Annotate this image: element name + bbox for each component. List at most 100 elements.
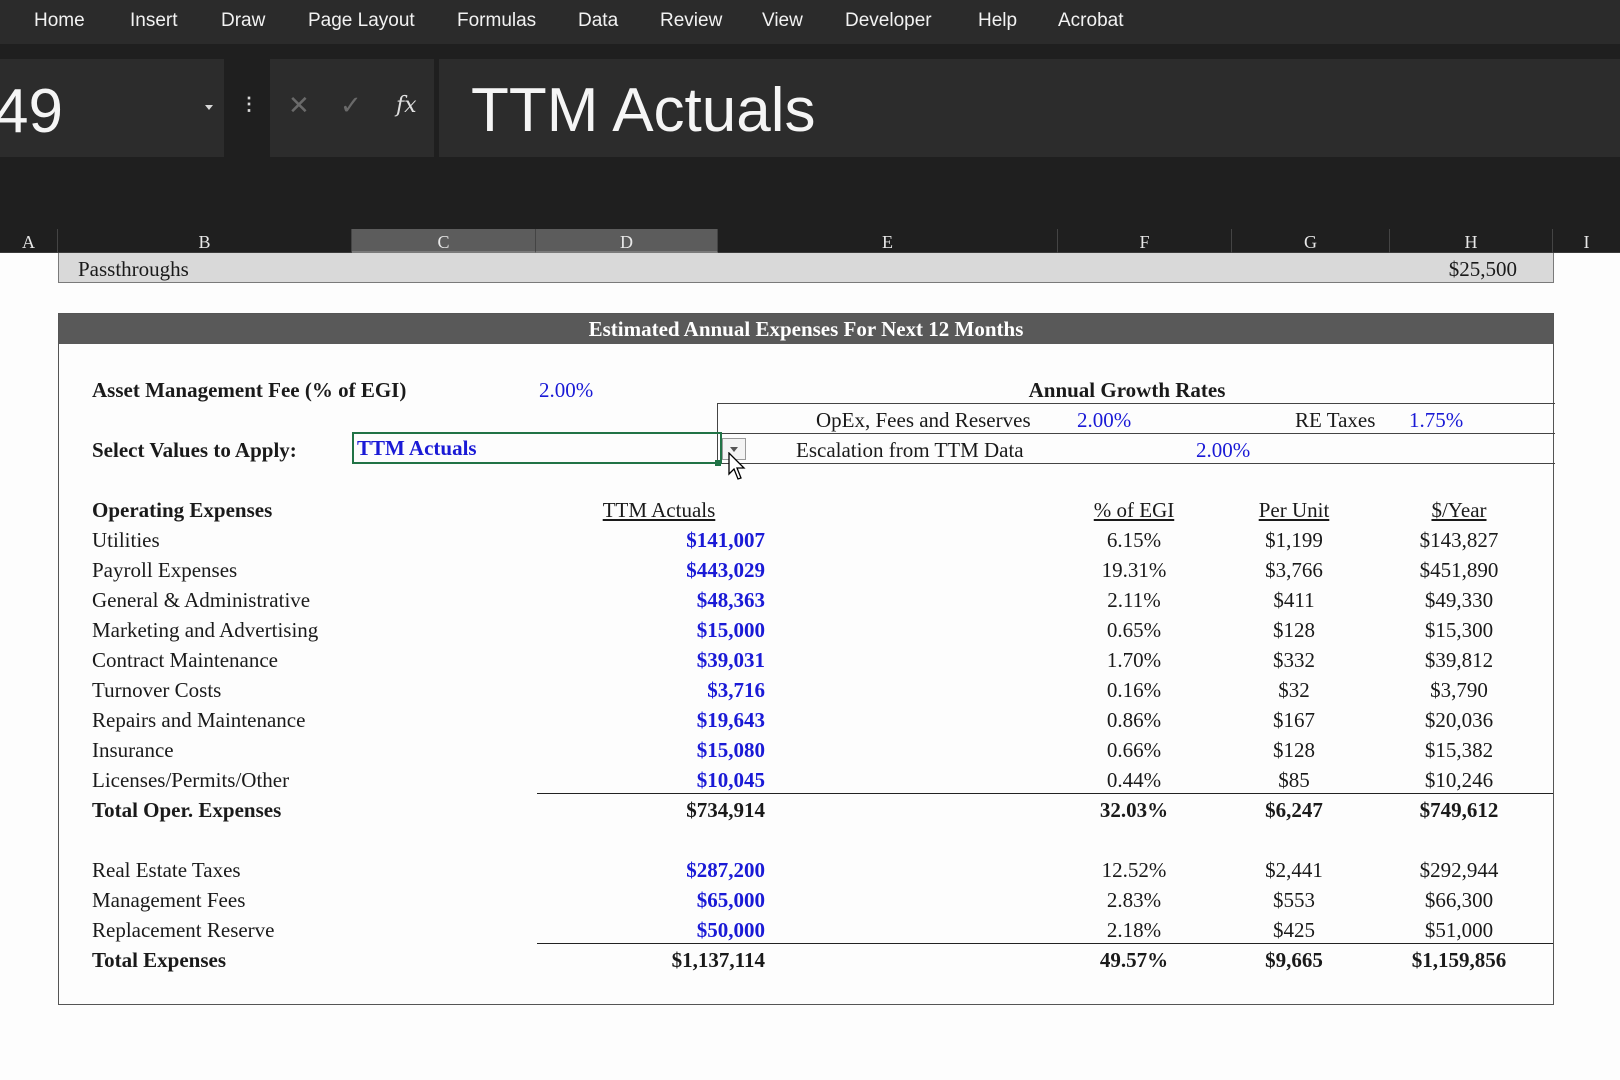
tab-draw[interactable]: Draw [221, 10, 266, 31]
chevron-down-icon[interactable] [205, 105, 213, 110]
tab-help[interactable]: Help [978, 10, 1018, 31]
tab-data[interactable]: Data [578, 10, 619, 31]
per-year-value[interactable]: $39,812 [1424, 648, 1494, 672]
per-year-value[interactable]: $143,827 [1419, 528, 1499, 552]
table-row: Marketing and Advertising $15,000 0.65% … [59, 617, 1553, 647]
total-rule [537, 943, 1553, 944]
per-unit-value[interactable]: $411 [1273, 588, 1315, 612]
row-label: Utilities [92, 528, 160, 552]
per-year-value[interactable]: $15,300 [1424, 618, 1494, 642]
ttm-value[interactable]: $141,007 [686, 528, 765, 552]
tab-review[interactable]: Review [660, 10, 723, 31]
table-row: Insurance $15,080 0.66% $128 $15,382 [59, 737, 1553, 767]
per-year-value[interactable]: $749,612 [1419, 798, 1499, 822]
asset-mgmt-value[interactable]: 2.00% [539, 378, 594, 402]
ttm-value[interactable]: $19,643 [696, 708, 765, 732]
pct-egi-value[interactable]: 19.31% [1101, 558, 1167, 582]
ttm-value[interactable]: $50,000 [696, 918, 765, 942]
ttm-value[interactable]: $734,914 [686, 798, 765, 822]
column-header-d[interactable]: D [536, 229, 718, 253]
pct-egi-value[interactable]: 49.57% [1099, 948, 1169, 972]
pct-egi-value[interactable]: 0.66% [1106, 738, 1162, 762]
ttm-value[interactable]: $15,080 [696, 738, 765, 762]
per-unit-value[interactable]: $32 [1278, 678, 1310, 702]
per-unit-value[interactable]: $128 [1273, 618, 1315, 642]
per-unit-value[interactable]: $167 [1273, 708, 1315, 732]
per-unit-value[interactable]: $9,665 [1265, 948, 1323, 972]
pct-egi-value[interactable]: 0.16% [1106, 678, 1162, 702]
tab-home[interactable]: Home [34, 10, 85, 31]
tab-insert[interactable]: Insert [130, 10, 178, 31]
per-unit-value[interactable]: $1,199 [1265, 528, 1323, 552]
retax-growth-value[interactable]: 1.75% [1409, 408, 1464, 432]
tab-page-layout[interactable]: Page Layout [308, 10, 415, 31]
insert-function-icon[interactable]: fx [396, 93, 417, 118]
per-unit-value[interactable]: $425 [1273, 918, 1315, 942]
pct-egi-value[interactable]: 32.03% [1099, 798, 1169, 822]
column-header-g[interactable]: G [1232, 229, 1390, 253]
tab-acrobat[interactable]: Acrobat [1058, 10, 1124, 31]
select-values-dropdown[interactable]: TTM Actuals [352, 432, 722, 464]
per-unit-value[interactable]: $2,441 [1265, 858, 1323, 882]
ttm-value[interactable]: $15,000 [696, 618, 765, 642]
per-year-value[interactable]: $451,890 [1419, 558, 1499, 582]
tab-formulas[interactable]: Formulas [457, 10, 537, 31]
pct-egi-value[interactable]: 2.11% [1107, 588, 1161, 612]
column-header-h[interactable]: H [1390, 229, 1553, 253]
pct-egi-value[interactable]: 6.15% [1106, 528, 1162, 552]
per-year-value[interactable]: $3,790 [1430, 678, 1488, 702]
name-box[interactable]: 49 [0, 59, 224, 157]
per-year-value[interactable]: $292,944 [1419, 858, 1499, 882]
opex-growth-value[interactable]: 2.00% [1077, 408, 1132, 432]
pct-egi-value[interactable]: 0.86% [1106, 708, 1162, 732]
column-header-i[interactable]: I [1583, 232, 1590, 252]
ttm-value[interactable]: $443,029 [686, 558, 765, 582]
formula-input[interactable]: TTM Actuals [439, 59, 1620, 157]
pct-egi-value[interactable]: 2.18% [1106, 918, 1162, 942]
tab-view[interactable]: View [762, 10, 803, 31]
per-year-value[interactable]: $49,330 [1424, 588, 1494, 612]
column-header-f[interactable]: F [1058, 229, 1232, 253]
expenses-section: Estimated Annual Expenses For Next 12 Mo… [58, 313, 1555, 1005]
row-label: Replacement Reserve [92, 918, 275, 942]
ttm-value[interactable]: $65,000 [696, 888, 765, 912]
column-header-c[interactable]: C [352, 229, 536, 253]
more-options-icon[interactable]: ⋮ [240, 94, 258, 114]
ttm-value[interactable]: $48,363 [696, 588, 765, 612]
column-header-a[interactable]: A [0, 229, 58, 253]
ttm-value[interactable]: $287,200 [686, 858, 765, 882]
table-row: Licenses/Permits/Other $10,045 0.44% $85… [59, 767, 1553, 797]
name-box-value: 49 [0, 77, 63, 146]
pct-egi-value[interactable]: 12.52% [1101, 858, 1167, 882]
cancel-icon[interactable]: ✕ [288, 91, 310, 121]
per-unit-value[interactable]: $3,766 [1265, 558, 1323, 582]
per-unit-value[interactable]: $553 [1273, 888, 1315, 912]
per-unit-value[interactable]: $85 [1278, 768, 1310, 792]
dropdown-button[interactable] [722, 438, 746, 460]
per-unit-value[interactable]: $6,247 [1265, 798, 1323, 822]
per-year-value[interactable]: $66,300 [1424, 888, 1494, 912]
per-unit-value[interactable]: $128 [1273, 738, 1315, 762]
pct-egi-value[interactable]: 0.65% [1106, 618, 1162, 642]
ttm-value[interactable]: $10,045 [696, 768, 765, 792]
tab-developer[interactable]: Developer [845, 10, 932, 31]
per-year-value[interactable]: $1,159,856 [1411, 948, 1507, 972]
pct-egi-value[interactable]: 2.83% [1106, 888, 1162, 912]
ttm-value[interactable]: $39,031 [696, 648, 765, 672]
column-header-b[interactable]: B [58, 229, 352, 253]
enter-icon[interactable]: ✓ [340, 91, 362, 121]
per-year-value[interactable]: $20,036 [1424, 708, 1494, 732]
ttm-value[interactable]: $3,716 [707, 678, 765, 702]
per-unit-value[interactable]: $332 [1273, 648, 1315, 672]
escalation-value[interactable]: 2.00% [1196, 438, 1251, 462]
pct-egi-value[interactable]: 0.44% [1106, 768, 1162, 792]
per-year-value[interactable]: $51,000 [1424, 918, 1494, 942]
pct-egi-value[interactable]: 1.70% [1106, 648, 1162, 672]
column-header-e[interactable]: E [718, 229, 1058, 253]
fill-handle[interactable] [715, 460, 721, 466]
passthroughs-value[interactable]: $25,500 [1448, 257, 1517, 281]
per-year-value[interactable]: $15,382 [1424, 738, 1494, 762]
ttm-value[interactable]: $1,137,114 [671, 948, 765, 972]
row-label: Total Oper. Expenses [92, 798, 282, 822]
per-year-value[interactable]: $10,246 [1424, 768, 1494, 792]
